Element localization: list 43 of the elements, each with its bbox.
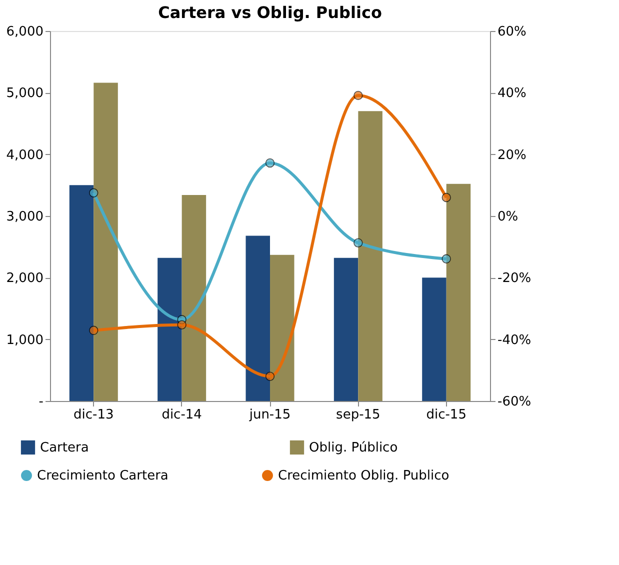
bar <box>182 195 206 401</box>
x-tick-label: dic-15 <box>426 408 466 422</box>
bar <box>158 258 182 401</box>
y2-tick-label: 40% <box>498 86 526 102</box>
legend-label: Crecimiento Oblig. Publico <box>278 468 450 484</box>
bar <box>270 254 294 401</box>
y-tick-label: 2,000 <box>6 271 44 286</box>
y-tick-label: 5,000 <box>6 86 44 102</box>
point <box>265 158 275 168</box>
bar <box>69 185 94 401</box>
y2-tick-label: -20% <box>498 271 532 286</box>
y-tick-label: 4,000 <box>6 148 44 163</box>
point <box>354 238 363 248</box>
bar <box>422 278 446 401</box>
y2-tick-label: -60% <box>498 394 532 410</box>
bar <box>246 236 270 401</box>
legend-label: Oblig. Público <box>309 440 398 456</box>
point <box>442 192 451 202</box>
bar <box>94 82 118 401</box>
y2-tick-label: 20% <box>498 148 526 163</box>
point <box>265 372 275 381</box>
point <box>177 320 186 330</box>
y2-tick-label: -40% <box>498 332 532 348</box>
point <box>89 188 98 198</box>
x-tick-label: dic-13 <box>74 408 114 422</box>
point <box>354 90 363 100</box>
bar <box>358 111 382 401</box>
y2-tick-label: 60% <box>498 24 526 40</box>
y-tick-label: - <box>38 394 44 410</box>
bar <box>446 184 471 401</box>
legend-label: Crecimiento Cartera <box>37 468 168 484</box>
y-tick-label: 6,000 <box>6 24 44 40</box>
y-tick-label: 3,000 <box>6 210 44 224</box>
point <box>442 254 451 264</box>
point <box>89 326 98 335</box>
bar <box>334 258 358 401</box>
x-tick-label: sep-15 <box>336 408 380 422</box>
y-tick-label: 1,000 <box>6 332 44 348</box>
legend-label: Cartera <box>40 440 89 456</box>
chart-title: Cartera vs Oblig. Publico <box>158 3 382 22</box>
x-tick-label: dic-14 <box>162 408 202 422</box>
y2-tick-label: 0% <box>498 210 518 224</box>
x-tick-label: jun-15 <box>248 408 291 422</box>
